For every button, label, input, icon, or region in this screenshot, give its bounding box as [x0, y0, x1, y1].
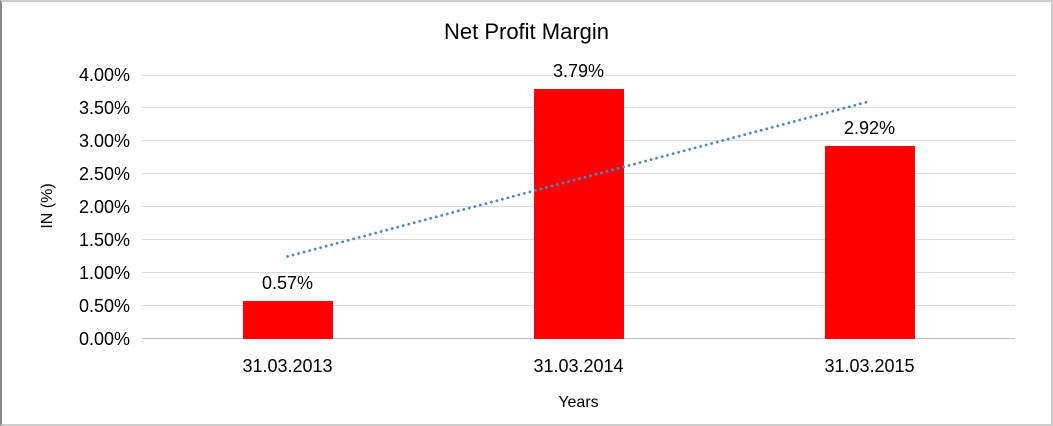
y-tick-label: 3.50%: [78, 98, 130, 118]
gridline: [142, 75, 1015, 76]
y-tick-label: 1.00%: [78, 263, 130, 283]
x-tick-label: 31.03.2013: [242, 356, 333, 376]
trendline: [286, 99, 871, 258]
y-axis-ticks: 0.00% 0.50% 1.00% 1.50% 2.00% 2.50% 3.00% 3.50%…: [2, 65, 130, 349]
y-tick-label: 4.00%: [78, 65, 130, 85]
data-label: 0.57%: [261, 273, 314, 294]
x-axis-ticks: 31.03.2013 31.03.2014 31.03.2015: [142, 356, 1015, 378]
y-tick-label: 2.00%: [78, 197, 130, 217]
bar-31.03.2015: [824, 146, 915, 339]
plot-area: 0.57% 3.79% 2.92%: [142, 61, 1015, 339]
y-tick-label: 2.50%: [78, 164, 130, 184]
chart-title: Net Profit Margin: [443, 19, 610, 44]
y-tick-label: 1.50%: [78, 230, 130, 250]
x-tick-label: 31.03.2014: [533, 356, 624, 376]
bar-31.03.2014: [533, 88, 624, 339]
x-axis-title: Years: [558, 394, 599, 411]
y-tick-label: 0.50%: [78, 296, 130, 316]
bar-31.03.2013: [242, 301, 333, 339]
data-label: 3.79%: [552, 60, 605, 81]
x-tick-label: 31.03.2015: [824, 356, 915, 376]
y-tick-label: 3.00%: [78, 131, 130, 151]
y-tick-label: 0.00%: [78, 329, 130, 349]
data-label: 2.92%: [843, 118, 896, 139]
